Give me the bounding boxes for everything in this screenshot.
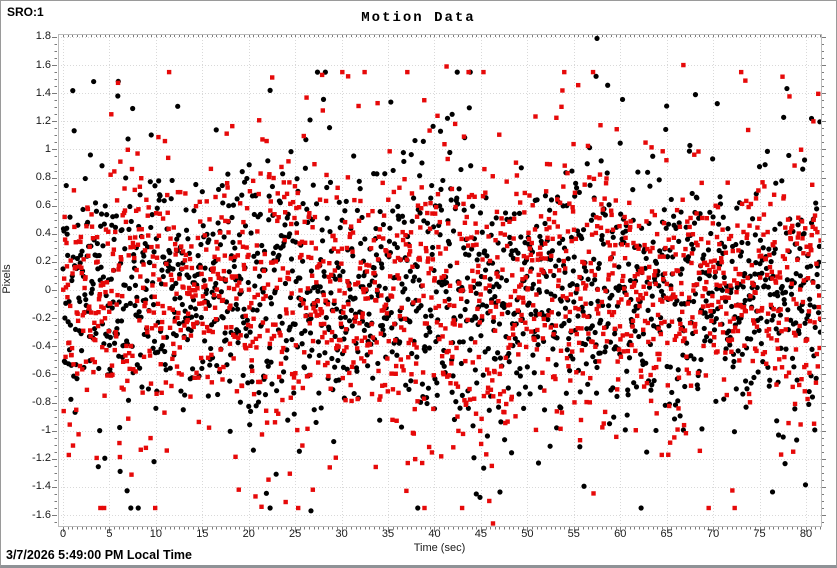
x-tick-label: 45 [474, 528, 488, 540]
y-tick-label: 0.6 [35, 199, 51, 212]
y-tick-label: 0.8 [35, 171, 51, 184]
y-tick-label: 0.4 [35, 227, 51, 240]
x-tick-label: 55 [567, 528, 580, 540]
x-tick-label: 30 [335, 528, 348, 540]
y-tick-label: 1.8 [35, 30, 51, 43]
y-tick-label: -0.6 [32, 367, 51, 380]
y-tick-label: 1 [44, 142, 51, 155]
y-axis-title: Pixels [1, 264, 13, 294]
x-tick-label: 80 [799, 528, 813, 540]
x-tick-label: 10 [149, 528, 162, 540]
x-tick-label: 75 [753, 528, 766, 540]
x-axis-title: Time (sec) [413, 542, 466, 554]
y-tick-label: 1.4 [35, 86, 51, 99]
y-tick-label: -1.6 [32, 508, 51, 521]
y-tick-label: -1.2 [32, 452, 51, 465]
x-tick-label: 40 [428, 528, 441, 540]
y-tick-label: -1 [41, 424, 51, 437]
x-tick-label: 5 [106, 528, 113, 540]
x-tick-label: 65 [660, 528, 673, 540]
y-tick-label: -0.4 [32, 339, 51, 352]
x-tick-label: 20 [242, 528, 255, 540]
x-tick-label: 50 [521, 528, 534, 540]
y-tick-label: 1.2 [35, 114, 51, 127]
y-tick-label: -0.2 [32, 311, 51, 324]
x-tick-label: 35 [381, 528, 395, 540]
y-tick-label: -0.8 [32, 396, 51, 409]
y-tick-label: 0.2 [35, 255, 51, 268]
x-tick-label: 0 [59, 528, 67, 540]
x-tick-label: 60 [614, 528, 627, 540]
y-tick-label: 1.6 [35, 58, 51, 71]
x-tick-label: 70 [706, 528, 720, 540]
local-time-status: 3/7/2026 5:49:00 PM Local Time [6, 548, 192, 562]
x-tick-label: 25 [289, 528, 302, 540]
y-tick-label: 0 [44, 283, 51, 296]
x-tick-label: 15 [196, 528, 209, 540]
y-tick-label: -1.4 [32, 480, 51, 493]
